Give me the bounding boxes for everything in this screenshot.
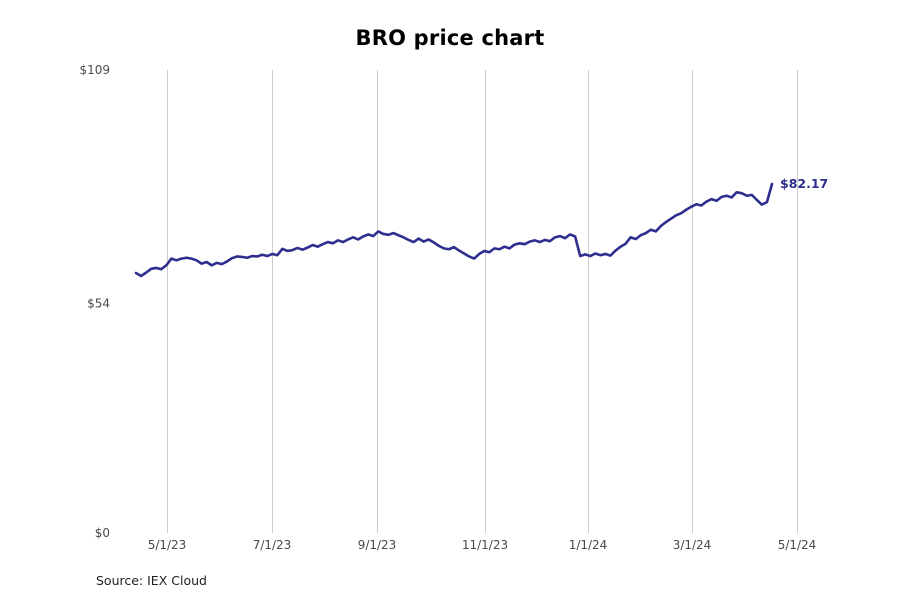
x-axis-tick-label: 11/1/23 <box>462 538 508 552</box>
x-axis-tick-label: 5/1/23 <box>148 538 187 552</box>
x-axis-tick-label: 7/1/23 <box>253 538 292 552</box>
x-axis-tick-label: 5/1/24 <box>778 538 817 552</box>
source-note: Source: IEX Cloud <box>96 573 207 588</box>
y-axis-labels: $0 $54 $109 <box>79 63 110 540</box>
x-axis-tick-label: 1/1/24 <box>569 538 608 552</box>
y-axis-tick-label: $54 <box>87 297 110 311</box>
gridlines <box>167 70 798 533</box>
page-title: BRO price chart <box>355 26 545 50</box>
x-axis-labels: 5/1/23 7/1/23 9/1/23 11/1/23 1/1/24 3/1/24 5/1… <box>148 538 817 552</box>
x-axis-tick-label: 9/1/23 <box>358 538 397 552</box>
y-axis-tick-label: $0 <box>95 526 110 540</box>
price-line <box>134 182 774 278</box>
last-price-label: $82.17 <box>780 176 828 191</box>
y-axis-tick-label: $109 <box>79 63 110 77</box>
x-axis-tick-label: 3/1/24 <box>673 538 712 552</box>
